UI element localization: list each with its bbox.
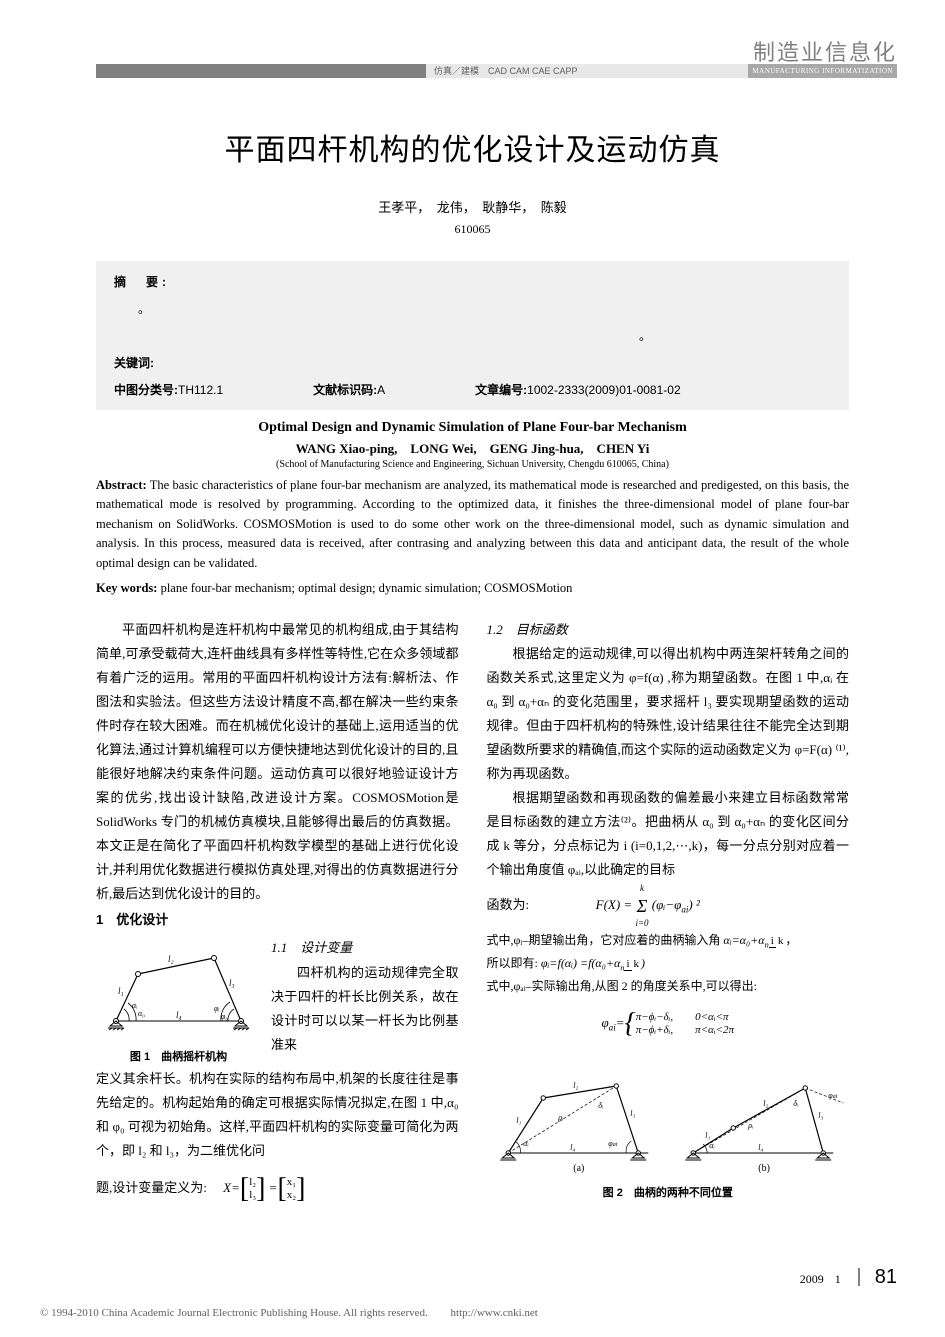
svg-text:δᵢ: δᵢ (598, 1101, 603, 1110)
footer-bar-icon (858, 1268, 860, 1286)
svg-text:αᵢ: αᵢ (132, 1001, 137, 1010)
meta-row: 中图分类号:TH112.1 文献标识码:A 文章编号:1002-2333(200… (114, 381, 831, 398)
svg-text:l₃: l₃ (818, 1111, 823, 1120)
keywords-en-text: plane four-bar mechanism; optimal design… (161, 581, 573, 595)
class-val: TH112.1 (178, 383, 223, 397)
design-var-formula: 题,设计变量定义为: X=[l₂l₃] =[x₁x₂] (96, 1163, 459, 1215)
note1b: 所以即有: φᵢ=f(αᵢ) =f(α₀+αnik) (487, 953, 850, 976)
category-label: 制造业信息化 (753, 35, 897, 67)
svg-text:l₂: l₂ (573, 1081, 578, 1090)
abstract-trail: 。 (639, 329, 651, 343)
abstract-en: Abstract: The basic characteristics of p… (96, 476, 849, 573)
keywords-label: 关键词: (114, 356, 154, 370)
title-en: Optimal Design and Dynamic Simulation of… (96, 420, 849, 436)
page-number: 81 (875, 1266, 897, 1288)
svg-text:αᵢ: αᵢ (709, 1141, 714, 1150)
intro-paragraph: 平面四杆机构是连杆机构中最常见的机构组成,由于其结构简单,可承受载荷大,连杆曲线… (96, 618, 459, 907)
abstract-body-line2: 。 (114, 327, 831, 344)
title-cn: 平面四杆机构的优化设计及运动仿真 (0, 125, 945, 169)
header-band: 仿真／建模 CAD CAM CAE CAPP MANUFACTURING INF… (0, 64, 945, 78)
svg-text:l₄: l₄ (176, 1010, 182, 1020)
sub11-continued: 定义其余杆长。机构在实际的结构布局中,机架的长度往往是事先给定的。机构起始角的确… (96, 1067, 459, 1163)
doccode-label: 文献标识码: (313, 383, 377, 397)
piecewise-formula: φai={ π−ϕᵢ−δᵢ, 0<αᵢ<π π−ϕᵢ+δᵢ, π<αᵢ<2π (487, 998, 850, 1050)
svg-text:δᵢ: δᵢ (793, 1099, 798, 1108)
english-block: Optimal Design and Dynamic Simulation of… (96, 420, 849, 596)
section-1-heading: 1 优化设计 (96, 908, 459, 932)
affil-en: (School of Manufacturing Science and Eng… (96, 459, 849, 470)
abstract-en-label: Abstract: (96, 478, 147, 492)
footer-issue: 1 (835, 1272, 841, 1286)
svg-text:l₁: l₁ (705, 1131, 710, 1140)
svg-text:φai: φai (608, 1139, 617, 1148)
f-label: 函数为: (487, 897, 530, 912)
figure-1: l₁ l₂ l₃ l₄ αᵢ α₀ φᵢ φ₀ 图 1 曲柄摇杆机构 (96, 936, 261, 1066)
subsection-1-2: 1.2 目标函数 (487, 618, 850, 642)
note1b-text: 所以即有: (487, 956, 538, 970)
keywords-en: Key words: plane four-bar mechanism; opt… (96, 581, 849, 596)
figure-2: l₁ l₂ l₃ l₄ ρᵢ αᵢ δᵢ φai (a) (487, 1058, 850, 1203)
copyright-url: http://www.cnki.net (451, 1307, 538, 1319)
affiliation-code: 610065 (0, 222, 945, 237)
articleid-val: 1002-2333(2009)01-0081-02 (527, 383, 680, 397)
svg-text:ρᵢ: ρᵢ (557, 1113, 563, 1122)
articleid-label: 文章编号: (475, 383, 527, 397)
figure-1-svg: l₁ l₂ l₃ l₄ αᵢ α₀ φᵢ φ₀ (96, 936, 261, 1036)
note1: 式中,φᵢ–期望输出角，它对应着的曲柄输入角 αᵢ=α₀+αnik， (487, 930, 850, 953)
subsection-1-1: 1.1 设计变量 (271, 936, 459, 960)
band-tag: MANUFACTURING INFORMATIZATION (748, 64, 897, 78)
abstract-box-cn: 摘 要: 。 。 关键词: 中图分类号:TH112.1 文献标识码:A 文章编号… (96, 261, 849, 410)
copyright-line: © 1994-2010 China Academic Journal Elect… (40, 1307, 538, 1319)
svg-text:l₃: l₃ (229, 978, 235, 988)
figure-1-row: l₁ l₂ l₃ l₄ αᵢ α₀ φᵢ φ₀ 图 1 曲柄摇杆机构 1.1 设… (96, 936, 459, 1066)
svg-text:φai: φai (828, 1091, 837, 1100)
svg-text:(a): (a) (573, 1163, 584, 1173)
authors-en: WANG Xiao-ping, LONG Wei, GENG Jing-hua,… (96, 438, 849, 457)
figure-1-caption: 图 1 曲柄摇杆机构 (96, 1047, 261, 1067)
svg-text:l₃: l₃ (630, 1109, 635, 1118)
svg-text:l₁: l₁ (516, 1116, 521, 1125)
right-column: 1.2 目标函数 根据给定的运动规律,可以得出机构中两连架杆转角之间的函数关系式… (487, 618, 850, 1215)
svg-text:l₄: l₄ (570, 1143, 575, 1152)
svg-text:φ₀: φ₀ (221, 1012, 228, 1021)
svg-text:l₄: l₄ (758, 1143, 763, 1152)
band-dark (96, 64, 426, 78)
note2: 式中,φₐᵢ–实际输出角,从图 2 的角度关系中,可以得出: (487, 976, 850, 996)
page-header: 制造业信息化 仿真／建模 CAD CAM CAE CAPP MANUFACTUR… (0, 0, 945, 75)
sub11-side-text: 四杆机构的运动规律完全取决于四杆的杆长比例关系，故在设计时可以以某一杆长为比例基… (271, 961, 459, 1057)
right-p1: 根据给定的运动规律,可以得出机构中两连架杆转角之间的函数关系式,这里定义为 φ=… (487, 642, 850, 786)
svg-text:αᵢ: αᵢ (523, 1139, 528, 1148)
abstract-body-line1: 。 (114, 300, 831, 317)
abstract-en-text: The basic characteristics of plane four-… (96, 478, 849, 570)
doccode-val: A (377, 383, 385, 397)
class-label: 中图分类号: (114, 383, 178, 397)
keywords-en-label: Key words: (96, 581, 157, 595)
right-p2: 根据期望函数和再现函数的偏差最小来建立目标函数常常是目标函数的建立方法⁽²⁾。把… (487, 786, 850, 882)
copyright-text: © 1994-2010 China Academic Journal Elect… (40, 1307, 428, 1319)
svg-text:l₂: l₂ (168, 954, 174, 964)
svg-text:φᵢ: φᵢ (214, 1004, 220, 1013)
design-var-label: 题,设计变量定义为: (96, 1180, 207, 1195)
objective-formula: 函数为: F(X) = kΣi=0 (φᵢ−φai) ² (487, 882, 850, 930)
svg-text:(b): (b) (758, 1163, 770, 1173)
figure-2-svg: l₁ l₂ l₃ l₄ ρᵢ αᵢ δᵢ φai (a) (487, 1058, 850, 1173)
body-columns: 平面四杆机构是连杆机构中最常见的机构组成,由于其结构简单,可承受载荷大,连杆曲线… (96, 618, 849, 1215)
footer-year: 2009 (800, 1272, 824, 1286)
page-footer: 2009 1 81 (800, 1266, 897, 1289)
abstract-label: 摘 要: (114, 275, 170, 289)
note1-text: 式中,φᵢ–期望输出角，它对应着的曲柄输入角 (487, 933, 721, 947)
figure-1-side-text: 1.1 设计变量 四杆机构的运动规律完全取决于四杆的杆长比例关系，故在设计时可以… (271, 936, 459, 1056)
figure-2-caption: 图 2 曲柄的两种不同位置 (487, 1183, 850, 1203)
svg-text:l₁: l₁ (118, 986, 124, 996)
authors-cn: 王孝平， 龙伟， 耿静华， 陈毅 (0, 197, 945, 216)
svg-text:α₀: α₀ (138, 1009, 145, 1018)
svg-text:ρᵢ: ρᵢ (747, 1121, 753, 1130)
left-column: 平面四杆机构是连杆机构中最常见的机构组成,由于其结构简单,可承受载荷大,连杆曲线… (96, 618, 459, 1215)
svg-text:l₂: l₂ (763, 1099, 768, 1108)
